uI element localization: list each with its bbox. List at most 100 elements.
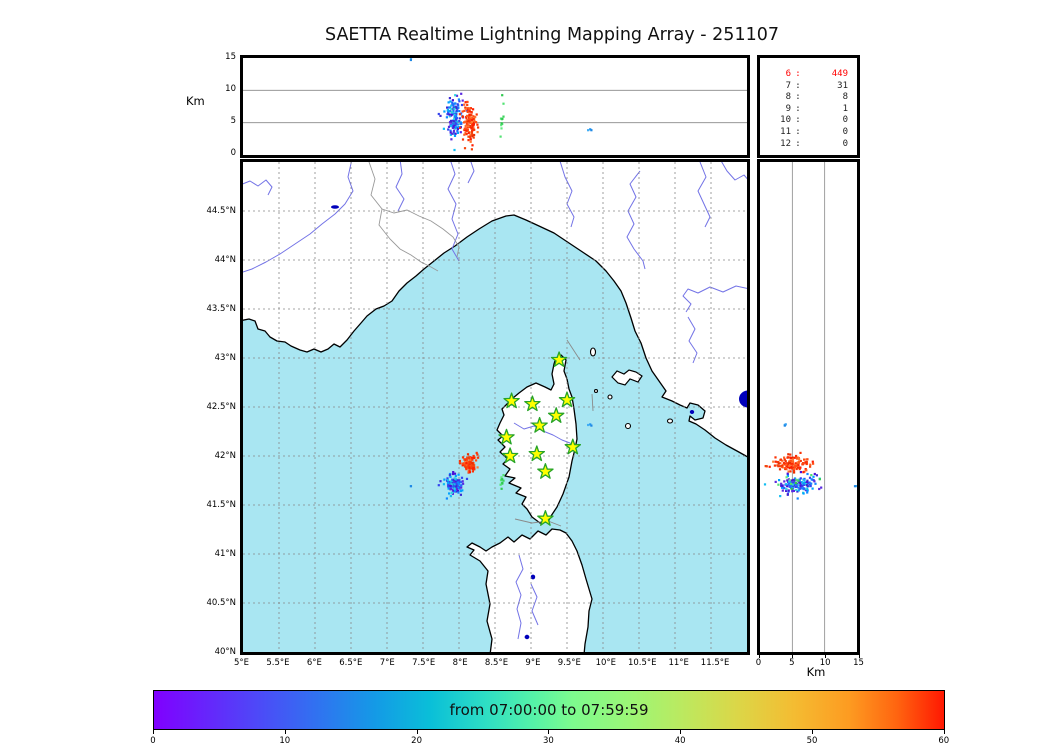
- elba-island: [611, 369, 643, 386]
- lightning-source-point: [471, 462, 474, 465]
- lightning-source-point: [791, 479, 794, 482]
- lightning-source-point: [470, 132, 473, 135]
- hourly-count-row: 11: 0: [760, 127, 857, 139]
- lightning-source-point: [447, 111, 450, 114]
- lightning-source-point: [789, 481, 792, 484]
- lightning-source-point: [466, 465, 469, 468]
- lightning-source-point: [467, 470, 470, 473]
- lightning-source-point: [439, 480, 442, 483]
- lightning-source-point: [454, 132, 457, 135]
- lightning-source-point: [469, 136, 472, 139]
- latitude-tick-label: 44.5°N: [206, 205, 236, 216]
- colorbar-tick-mark: [548, 730, 550, 734]
- lightning-source-point: [785, 489, 788, 492]
- lightning-source-point: [499, 483, 502, 486]
- lightning-source-point: [791, 456, 794, 459]
- hour-label: 12: [780, 138, 791, 149]
- lightning-source-point: [802, 487, 805, 490]
- lightning-source-point: [450, 483, 453, 486]
- maritime-line: [566, 339, 581, 361]
- lightning-source-point: [809, 484, 812, 487]
- lightning-source-point: [471, 465, 474, 468]
- lma-station-star: [558, 391, 576, 408]
- lightning-source-point: [455, 112, 458, 116]
- lightning-source-point: [777, 462, 780, 465]
- lightning-source-point: [448, 492, 451, 495]
- lightning-source-point: [470, 148, 473, 151]
- lightning-source-point: [501, 117, 504, 120]
- lightning-source-point: [458, 487, 461, 490]
- lightning-source-point: [798, 487, 801, 490]
- lightning-source-point: [774, 456, 777, 459]
- lightning-source-point: [449, 131, 452, 134]
- lma-station-star: [498, 428, 515, 445]
- lightning-source-point: [776, 461, 779, 464]
- lightning-source-point: [467, 131, 470, 135]
- lightning-source-point: [779, 495, 782, 498]
- lightning-source-point: [789, 470, 792, 473]
- river: [559, 162, 575, 228]
- lightning-source-point: [797, 460, 801, 463]
- lightning-source-point: [795, 482, 798, 485]
- river: [447, 162, 460, 262]
- lightning-source-point: [820, 486, 823, 489]
- lightning-source-point: [470, 467, 473, 470]
- lightning-source-point: [469, 138, 472, 141]
- hour-label: 8: [785, 92, 791, 103]
- lightning-source-point: [795, 467, 798, 471]
- lightning-source-point: [468, 471, 471, 474]
- lightning-source-point: [810, 482, 813, 485]
- lightning-source-point: [471, 133, 474, 136]
- lightning-source-point: [446, 477, 449, 480]
- lightning-source-point: [458, 110, 461, 113]
- lightning-source-point: [477, 456, 480, 459]
- lightning-source-point: [791, 490, 794, 493]
- lightning-source-point: [791, 463, 794, 466]
- lightning-source-point: [802, 471, 805, 474]
- lightning-source-point: [460, 486, 463, 489]
- lightning-source-point: [801, 463, 804, 466]
- lightning-source-point: [790, 487, 793, 490]
- lightning-source-point: [461, 489, 464, 492]
- lightning-source-point: [451, 132, 454, 135]
- lightning-source-point: [466, 121, 469, 125]
- lightning-source-point: [786, 464, 789, 467]
- lightning-source-point: [467, 125, 470, 128]
- lightning-source-point: [464, 106, 467, 109]
- lightning-source-point: [445, 116, 448, 119]
- lightning-source-point: [460, 122, 463, 125]
- lightning-source-point: [454, 102, 457, 105]
- colon: :: [795, 115, 801, 126]
- lightning-source-point: [472, 117, 475, 120]
- axis-tick-mark: [758, 655, 760, 658]
- colon: :: [795, 80, 801, 91]
- lightning-source-point: [452, 478, 455, 481]
- lightning-source-point: [466, 123, 469, 126]
- lightning-source-point: [791, 481, 794, 485]
- lightning-source-point: [447, 487, 450, 490]
- altitude-axis-label-left: Km: [186, 94, 205, 108]
- lightning-source-point: [447, 128, 450, 131]
- lightning-source-point: [466, 110, 469, 113]
- small-island: [607, 394, 613, 400]
- lightning-source-point: [472, 466, 475, 470]
- lightning-source-point: [458, 100, 461, 103]
- lma-station-star: [501, 447, 519, 464]
- lightning-source-point: [457, 126, 460, 129]
- lightning-source-point: [459, 131, 462, 134]
- lightning-source-point: [787, 470, 790, 473]
- lightning-source-point: [448, 97, 451, 100]
- river: [697, 162, 711, 228]
- colorbar-tick-mark: [153, 730, 154, 734]
- lma-station-star: [564, 438, 582, 455]
- lightning-source-point: [795, 457, 798, 460]
- hour-label: 9: [785, 103, 791, 114]
- lightning-source-point: [450, 119, 453, 122]
- lightning-source-point: [461, 138, 465, 141]
- hour-label: 10: [780, 115, 791, 126]
- latitude-tick-label: 42.5°N: [206, 401, 236, 412]
- maritime-line: [514, 518, 562, 527]
- longitude-tick-label: 9°E: [525, 658, 541, 668]
- longitude-tick-label: 5.5°E: [266, 658, 290, 668]
